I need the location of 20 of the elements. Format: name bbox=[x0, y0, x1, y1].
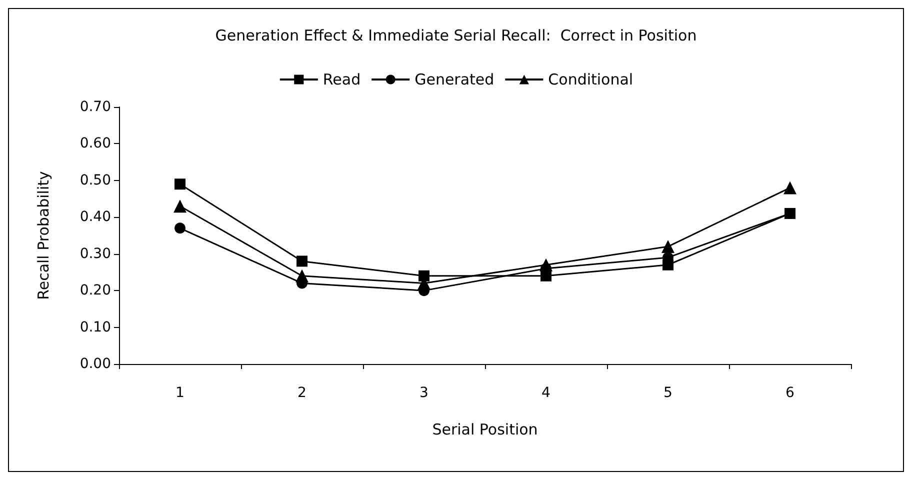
x-tick-label: 6 bbox=[786, 385, 795, 401]
y-tick-label: 0.30 bbox=[80, 246, 111, 262]
y-tick-label: 0.10 bbox=[80, 319, 111, 336]
x-tick-label: 3 bbox=[420, 385, 428, 401]
legend-label: Conditional bbox=[548, 70, 634, 88]
legend-label: Generated bbox=[414, 70, 494, 88]
legend-label: Read bbox=[322, 70, 361, 88]
y-tick-label: 0.70 bbox=[80, 99, 111, 115]
x-tick-label: 2 bbox=[298, 385, 306, 401]
y-tick-label: 0.50 bbox=[80, 172, 111, 188]
chart-title: Generation Effect & Immediate Serial Recall: Correct in Position bbox=[215, 26, 697, 44]
y-tick-label: 0.40 bbox=[80, 209, 111, 226]
y-axis-title: Recall Probability bbox=[34, 170, 52, 300]
x-tick-label: 4 bbox=[542, 385, 551, 401]
y-tick-label: 0.00 bbox=[80, 356, 111, 372]
y-tick-label: 0.60 bbox=[80, 136, 111, 152]
x-tick-label: 1 bbox=[176, 385, 184, 401]
y-tick-label: 0.20 bbox=[80, 282, 111, 299]
x-axis-title: Serial Position bbox=[432, 420, 538, 438]
x-tick-label: 5 bbox=[664, 385, 672, 401]
